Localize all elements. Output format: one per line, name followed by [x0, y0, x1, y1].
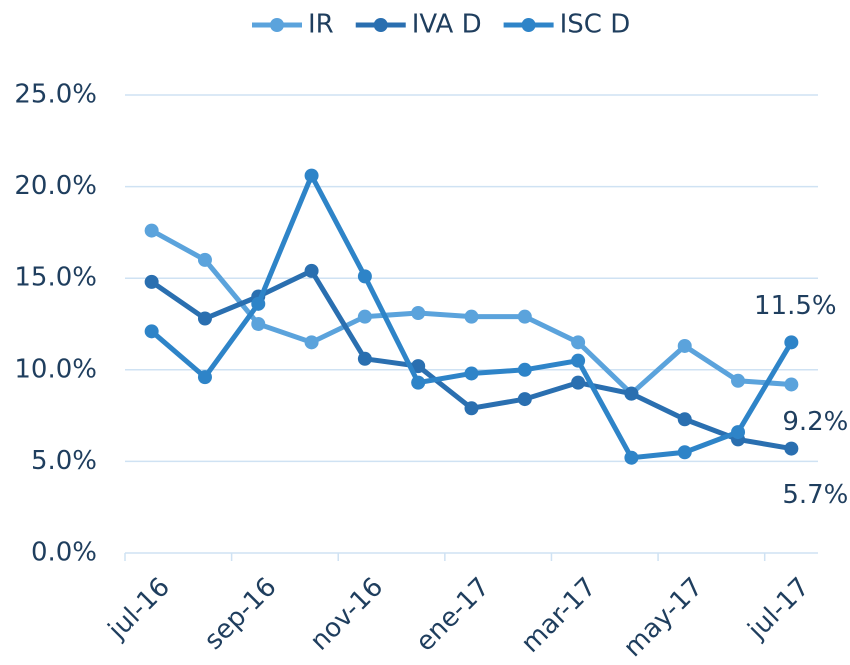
y-tick-label: 20.0%: [14, 171, 97, 201]
point: [464, 366, 479, 381]
x-tick-label: jul-17: [742, 572, 816, 646]
point: [144, 223, 159, 238]
point: [144, 324, 159, 339]
point: [197, 252, 212, 267]
point: [251, 296, 266, 311]
point: [411, 306, 426, 321]
data-label: 5.7%: [782, 480, 848, 510]
x-tick-label: ene-17: [410, 572, 496, 658]
point: [677, 445, 692, 460]
point: [571, 335, 586, 350]
point: [517, 362, 532, 377]
point: [144, 274, 159, 289]
x-tick-label: mar-17: [516, 572, 603, 659]
y-tick-label: 25.0%: [14, 80, 97, 110]
point: [571, 375, 586, 390]
y-tick-label: 5.0%: [31, 446, 97, 476]
legend-label: IR: [308, 10, 334, 40]
x-tick-label: jul-16: [102, 572, 176, 646]
point: [304, 168, 319, 183]
point: [731, 373, 746, 388]
x-tick-label: nov-16: [305, 572, 390, 657]
legend-marker: [521, 18, 536, 32]
point: [677, 412, 692, 427]
point: [784, 441, 799, 456]
point: [517, 309, 532, 324]
data-label: 11.5%: [754, 291, 837, 321]
y-tick-label: 10.0%: [14, 354, 97, 384]
y-tick-label: 0.0%: [31, 538, 97, 568]
point: [624, 450, 639, 465]
point: [304, 263, 319, 278]
legend-marker: [270, 18, 284, 32]
point: [197, 370, 212, 385]
point: [517, 392, 532, 407]
point: [784, 377, 799, 392]
point: [784, 335, 799, 350]
legend-label: ISC D: [560, 10, 631, 40]
legend-label: IVA D: [412, 10, 482, 40]
point: [464, 309, 479, 324]
point: [571, 353, 586, 368]
point: [411, 375, 426, 390]
data-label: 9.2%: [782, 407, 848, 437]
point: [304, 335, 319, 350]
point: [197, 311, 212, 326]
legend-marker: [373, 18, 388, 32]
y-tick-label: 15.0%: [14, 263, 97, 293]
point: [357, 351, 372, 366]
point: [624, 386, 639, 401]
point: [357, 309, 372, 324]
point: [731, 425, 746, 440]
point: [464, 401, 479, 416]
x-tick-label: may-17: [618, 572, 709, 661]
point: [677, 338, 692, 353]
point: [411, 359, 426, 374]
series-line: [150, 267, 792, 452]
x-tick-label: sep-16: [199, 572, 283, 656]
point: [357, 269, 372, 284]
point: [251, 317, 266, 331]
